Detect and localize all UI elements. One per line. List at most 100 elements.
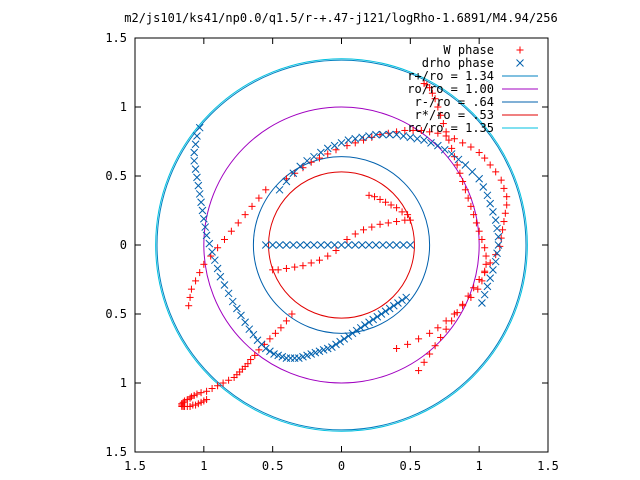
data-point [282,241,291,249]
data-point [393,345,401,352]
data-point [399,132,408,140]
data-point [385,241,394,249]
data-point [392,241,401,249]
data-point [290,354,299,363]
data-point [291,169,299,177]
data-point [475,227,483,235]
data-point [247,356,255,364]
data-point [192,277,200,285]
data-point [409,126,417,134]
chart-title: m2/js101/ks41/np0.0/q1.5/r-+.47-j121/log… [124,11,557,25]
data-point [480,290,489,299]
data-point [489,208,497,216]
legend-label: r*/ro = .53 [415,108,494,122]
data-point [394,299,402,307]
data-point [225,376,233,384]
data-point [201,223,210,231]
data-point [233,304,241,313]
data-point [193,173,201,182]
data-point [467,143,475,151]
data-point [198,206,207,215]
data-point [185,302,193,310]
data-point [376,195,384,203]
data-point [324,150,332,158]
data-point [344,332,353,340]
data-point [481,244,489,252]
data-point [445,136,453,144]
data-point [470,211,478,219]
data-point [216,272,225,281]
data-point [439,120,447,128]
data-point [426,350,434,358]
data-point [195,123,204,132]
data-point [289,241,298,249]
data-point [373,312,382,321]
data-point [205,239,214,248]
data-point [266,335,274,343]
data-point [493,249,501,258]
data-point [200,260,208,268]
data-point [270,350,278,358]
data-point [491,257,500,266]
data-point [427,139,435,147]
data-point [420,358,428,366]
data-point [491,216,500,225]
data-point [437,333,445,341]
legend-label: rc/ro = 1.35 [407,121,494,135]
data-point [343,235,351,243]
data-point [187,393,195,401]
data-point [467,202,475,210]
data-point [352,326,361,335]
data-point [448,144,456,152]
data-point [193,132,201,140]
data-point [387,201,395,209]
data-point [392,130,401,139]
data-point [420,136,428,144]
data-point [307,350,316,358]
data-point [385,130,394,139]
data-point [288,310,296,318]
data-point [486,259,494,267]
data-point [262,186,270,194]
data-point [406,216,414,224]
data-point [398,208,406,216]
data-point [282,264,290,272]
data-point [316,241,325,249]
data-point [358,133,367,142]
data-point [420,80,428,88]
data-point [197,198,205,207]
data-point [393,218,401,226]
data-point [348,329,357,338]
data-point [190,156,199,165]
data-point [459,300,467,308]
data-point [478,235,486,243]
data-point [316,148,325,157]
reference-circles [155,58,528,432]
x-tick-label: 0 [338,459,345,473]
data-point [368,133,376,141]
data-point [269,266,277,274]
data-point [464,194,472,202]
data-point [440,145,449,154]
data-point [369,315,378,324]
data-point [497,234,505,242]
data-point [228,297,237,306]
x-tick-label: 1 [476,459,483,473]
data-point [494,241,503,249]
data-point [351,134,360,143]
data-point [401,126,409,134]
circle-series [156,59,527,431]
data-point [268,241,277,249]
data-point [368,223,376,231]
data-point [323,344,332,353]
data-point [358,241,367,249]
legend-label: ro/ro = 1.00 [407,82,494,96]
legend-label: drho phase [422,56,494,70]
data-point [497,176,505,184]
legend-swatch [516,59,524,67]
data-point [442,132,450,140]
data-point [448,317,456,325]
data-point [248,202,256,210]
data-point [344,136,353,144]
